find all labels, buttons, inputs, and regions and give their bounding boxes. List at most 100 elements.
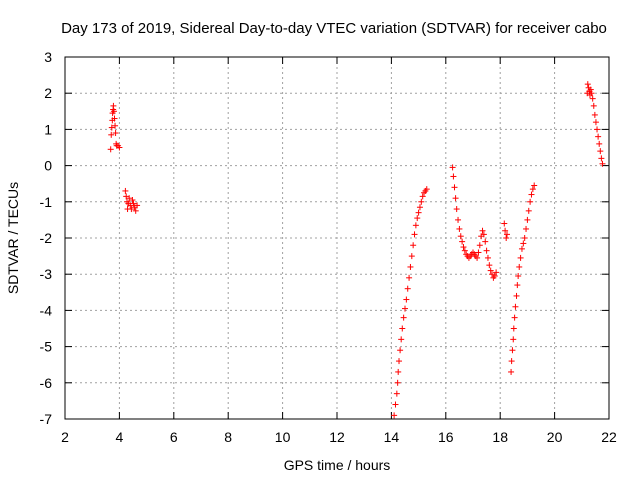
data-point-marker — [480, 231, 487, 238]
data-point-marker — [398, 336, 405, 343]
data-point-marker — [394, 379, 401, 386]
data-point-marker — [521, 235, 528, 241]
data-point-marker — [513, 292, 520, 299]
data-point-marker — [412, 222, 419, 229]
data-point-marker — [107, 146, 114, 153]
data-point-marker — [395, 368, 402, 375]
data-point-marker — [588, 90, 595, 97]
data-point-marker — [108, 131, 115, 138]
data-point-marker — [128, 206, 135, 213]
y-tick-label: -6 — [40, 375, 53, 391]
data-point-marker — [516, 263, 523, 270]
data-point-marker — [501, 220, 508, 227]
x-tick-label: 8 — [224, 429, 232, 445]
data-point-marker — [531, 182, 538, 189]
data-point-marker — [456, 225, 463, 232]
data-point-marker — [504, 231, 510, 238]
data-point-marker — [493, 269, 500, 276]
y-tick-labels: -7 -6 -5 -4 -3 -2 -1 0 1 2 3 — [40, 49, 53, 427]
data-point-marker — [108, 124, 115, 131]
plot-frame — [64, 56, 610, 420]
data-point-marker — [402, 305, 408, 312]
data-point-marker — [400, 314, 407, 321]
x-tick-label: 22 — [601, 429, 617, 445]
data-point-marker — [111, 115, 118, 122]
data-point-marker — [112, 130, 119, 137]
data-point-marker — [392, 401, 399, 408]
data-point-marker — [126, 195, 133, 202]
data-point-marker — [455, 216, 462, 223]
data-point-marker — [529, 186, 536, 193]
data-point-marker — [511, 314, 518, 321]
data-point-marker — [599, 160, 606, 167]
data-point-marker — [407, 263, 414, 270]
data-point-marker — [510, 336, 517, 343]
data-point-marker — [474, 254, 481, 261]
data-point-marker — [391, 412, 398, 419]
data-point-marker — [408, 253, 415, 260]
x-tick-label: 2 — [61, 429, 69, 445]
data-point-marker — [415, 209, 422, 216]
y-tick-label: 1 — [44, 121, 52, 137]
data-point-marker — [452, 195, 459, 202]
data-point-marker — [449, 164, 456, 171]
data-point-marker — [589, 95, 596, 102]
data-point-marker — [514, 282, 521, 289]
data-point-marker — [399, 325, 406, 332]
data-point-marker — [453, 206, 460, 213]
data-point-marker — [486, 262, 493, 269]
data-point-marker — [587, 86, 594, 93]
data-point-marker — [590, 102, 597, 109]
data-point-marker — [459, 238, 466, 245]
data-point-marker — [479, 227, 486, 234]
data-point-marker — [411, 231, 418, 238]
data-point-marker — [503, 235, 510, 241]
data-point-marker — [515, 273, 522, 280]
data-point-marker — [483, 247, 490, 254]
data-point-marker — [404, 285, 411, 292]
x-tick-label: 6 — [170, 429, 178, 445]
data-point-marker — [508, 358, 515, 365]
y-tick-label: 3 — [44, 49, 52, 65]
data-point-marker — [584, 81, 591, 88]
x-tick-label: 18 — [492, 429, 508, 445]
data-point-marker — [591, 111, 598, 118]
y-tick-label: -7 — [40, 411, 53, 427]
data-point-marker — [450, 173, 457, 180]
data-point-marker — [423, 186, 430, 193]
data-point-marker — [461, 247, 468, 254]
data-point-marker — [597, 148, 604, 155]
data-point-marker — [491, 273, 498, 280]
data-point-marker — [457, 233, 464, 240]
data-point-marker — [419, 193, 426, 200]
data-point-marker — [524, 216, 531, 223]
data-point-marker — [482, 238, 489, 245]
data-point-marker — [476, 242, 483, 249]
data-point-marker — [518, 245, 525, 252]
data-point-marker — [598, 155, 605, 162]
data-point-marker — [116, 144, 123, 151]
data-point-marker — [460, 244, 467, 251]
y-tick-label: 0 — [44, 158, 52, 174]
y-axis-label: SDTVAR / TECUs — [5, 182, 21, 294]
data-point-marker — [509, 347, 516, 354]
x-tick-label: 16 — [438, 429, 454, 445]
data-point-marker — [512, 303, 519, 310]
data-point-marker — [595, 133, 602, 140]
data-point-marker — [418, 198, 425, 205]
data-point-marker — [129, 196, 136, 203]
data-point-marker — [596, 140, 603, 147]
data-point-marker — [132, 207, 139, 214]
data-point-marker — [517, 254, 524, 261]
data-point-marker — [112, 122, 119, 129]
y-tick-label: -3 — [40, 266, 53, 282]
data-point-marker — [527, 198, 534, 205]
data-point-marker — [410, 242, 417, 249]
y-tick-label: -2 — [40, 230, 53, 246]
x-tick-labels: 2 4 6 8 10 12 14 16 18 20 22 — [61, 429, 617, 445]
data-point-marker — [520, 240, 527, 247]
y-tick-label: -4 — [40, 302, 53, 318]
data-point-marker — [110, 108, 117, 115]
data-point-marker — [525, 207, 532, 214]
